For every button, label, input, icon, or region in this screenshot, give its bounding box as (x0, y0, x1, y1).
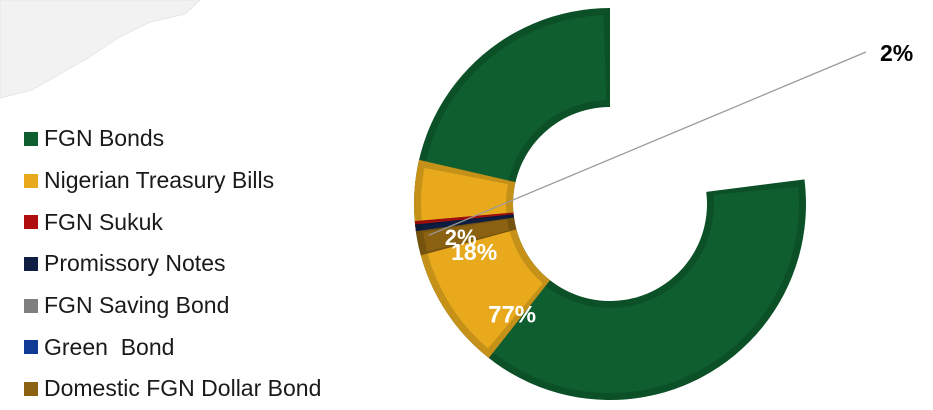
legend-label: Domestic FGN Dollar Bond (44, 375, 322, 402)
background-map-outline (0, 0, 201, 99)
donut-chart: 77%18%2%2% (413, 8, 913, 400)
legend-item: Domestic FGN Dollar Bond (24, 368, 321, 410)
legend-item: Nigerian Treasury Bills (24, 160, 321, 202)
legend-label: Nigerian Treasury Bills (44, 167, 275, 194)
legend-label: FGN Bonds (44, 125, 165, 152)
legend-item: FGN Bonds (24, 118, 321, 160)
donut-slice (415, 217, 517, 256)
data-label: 18% (451, 239, 497, 265)
callout-data-label: 2% (880, 40, 913, 66)
legend-label: FGN Sukuk (44, 208, 163, 235)
legend-swatch (24, 340, 38, 355)
donut-slice-fill (421, 167, 543, 349)
data-label: 2% (445, 225, 477, 250)
donut-labels: 77%18%2%2% (428, 40, 913, 329)
legend-item: Promissory Notes (24, 243, 321, 285)
legend-item: FGN Saving Bond (24, 285, 321, 327)
legend-swatch (24, 256, 38, 271)
donut-slice (414, 159, 551, 359)
legend-swatch (24, 215, 38, 230)
legend-label: Green Bond (44, 333, 175, 360)
donut-slices (413, 8, 806, 400)
legend-label: FGN Saving Bond (44, 292, 230, 319)
data-label: 77% (488, 302, 536, 329)
legend-swatch (24, 173, 38, 188)
donut-slice-fill (423, 219, 510, 252)
legend-swatch (24, 381, 38, 396)
legend-item: Green Bond (24, 326, 321, 368)
legend-swatch (24, 298, 38, 313)
legend-swatch (24, 131, 38, 146)
chart-legend: FGN Bonds Nigerian Treasury Bills FGN Su… (24, 118, 321, 410)
callout-leader-line (428, 51, 867, 236)
legend-item: FGN Sukuk (24, 201, 321, 243)
legend-label: Promissory Notes (44, 250, 226, 277)
